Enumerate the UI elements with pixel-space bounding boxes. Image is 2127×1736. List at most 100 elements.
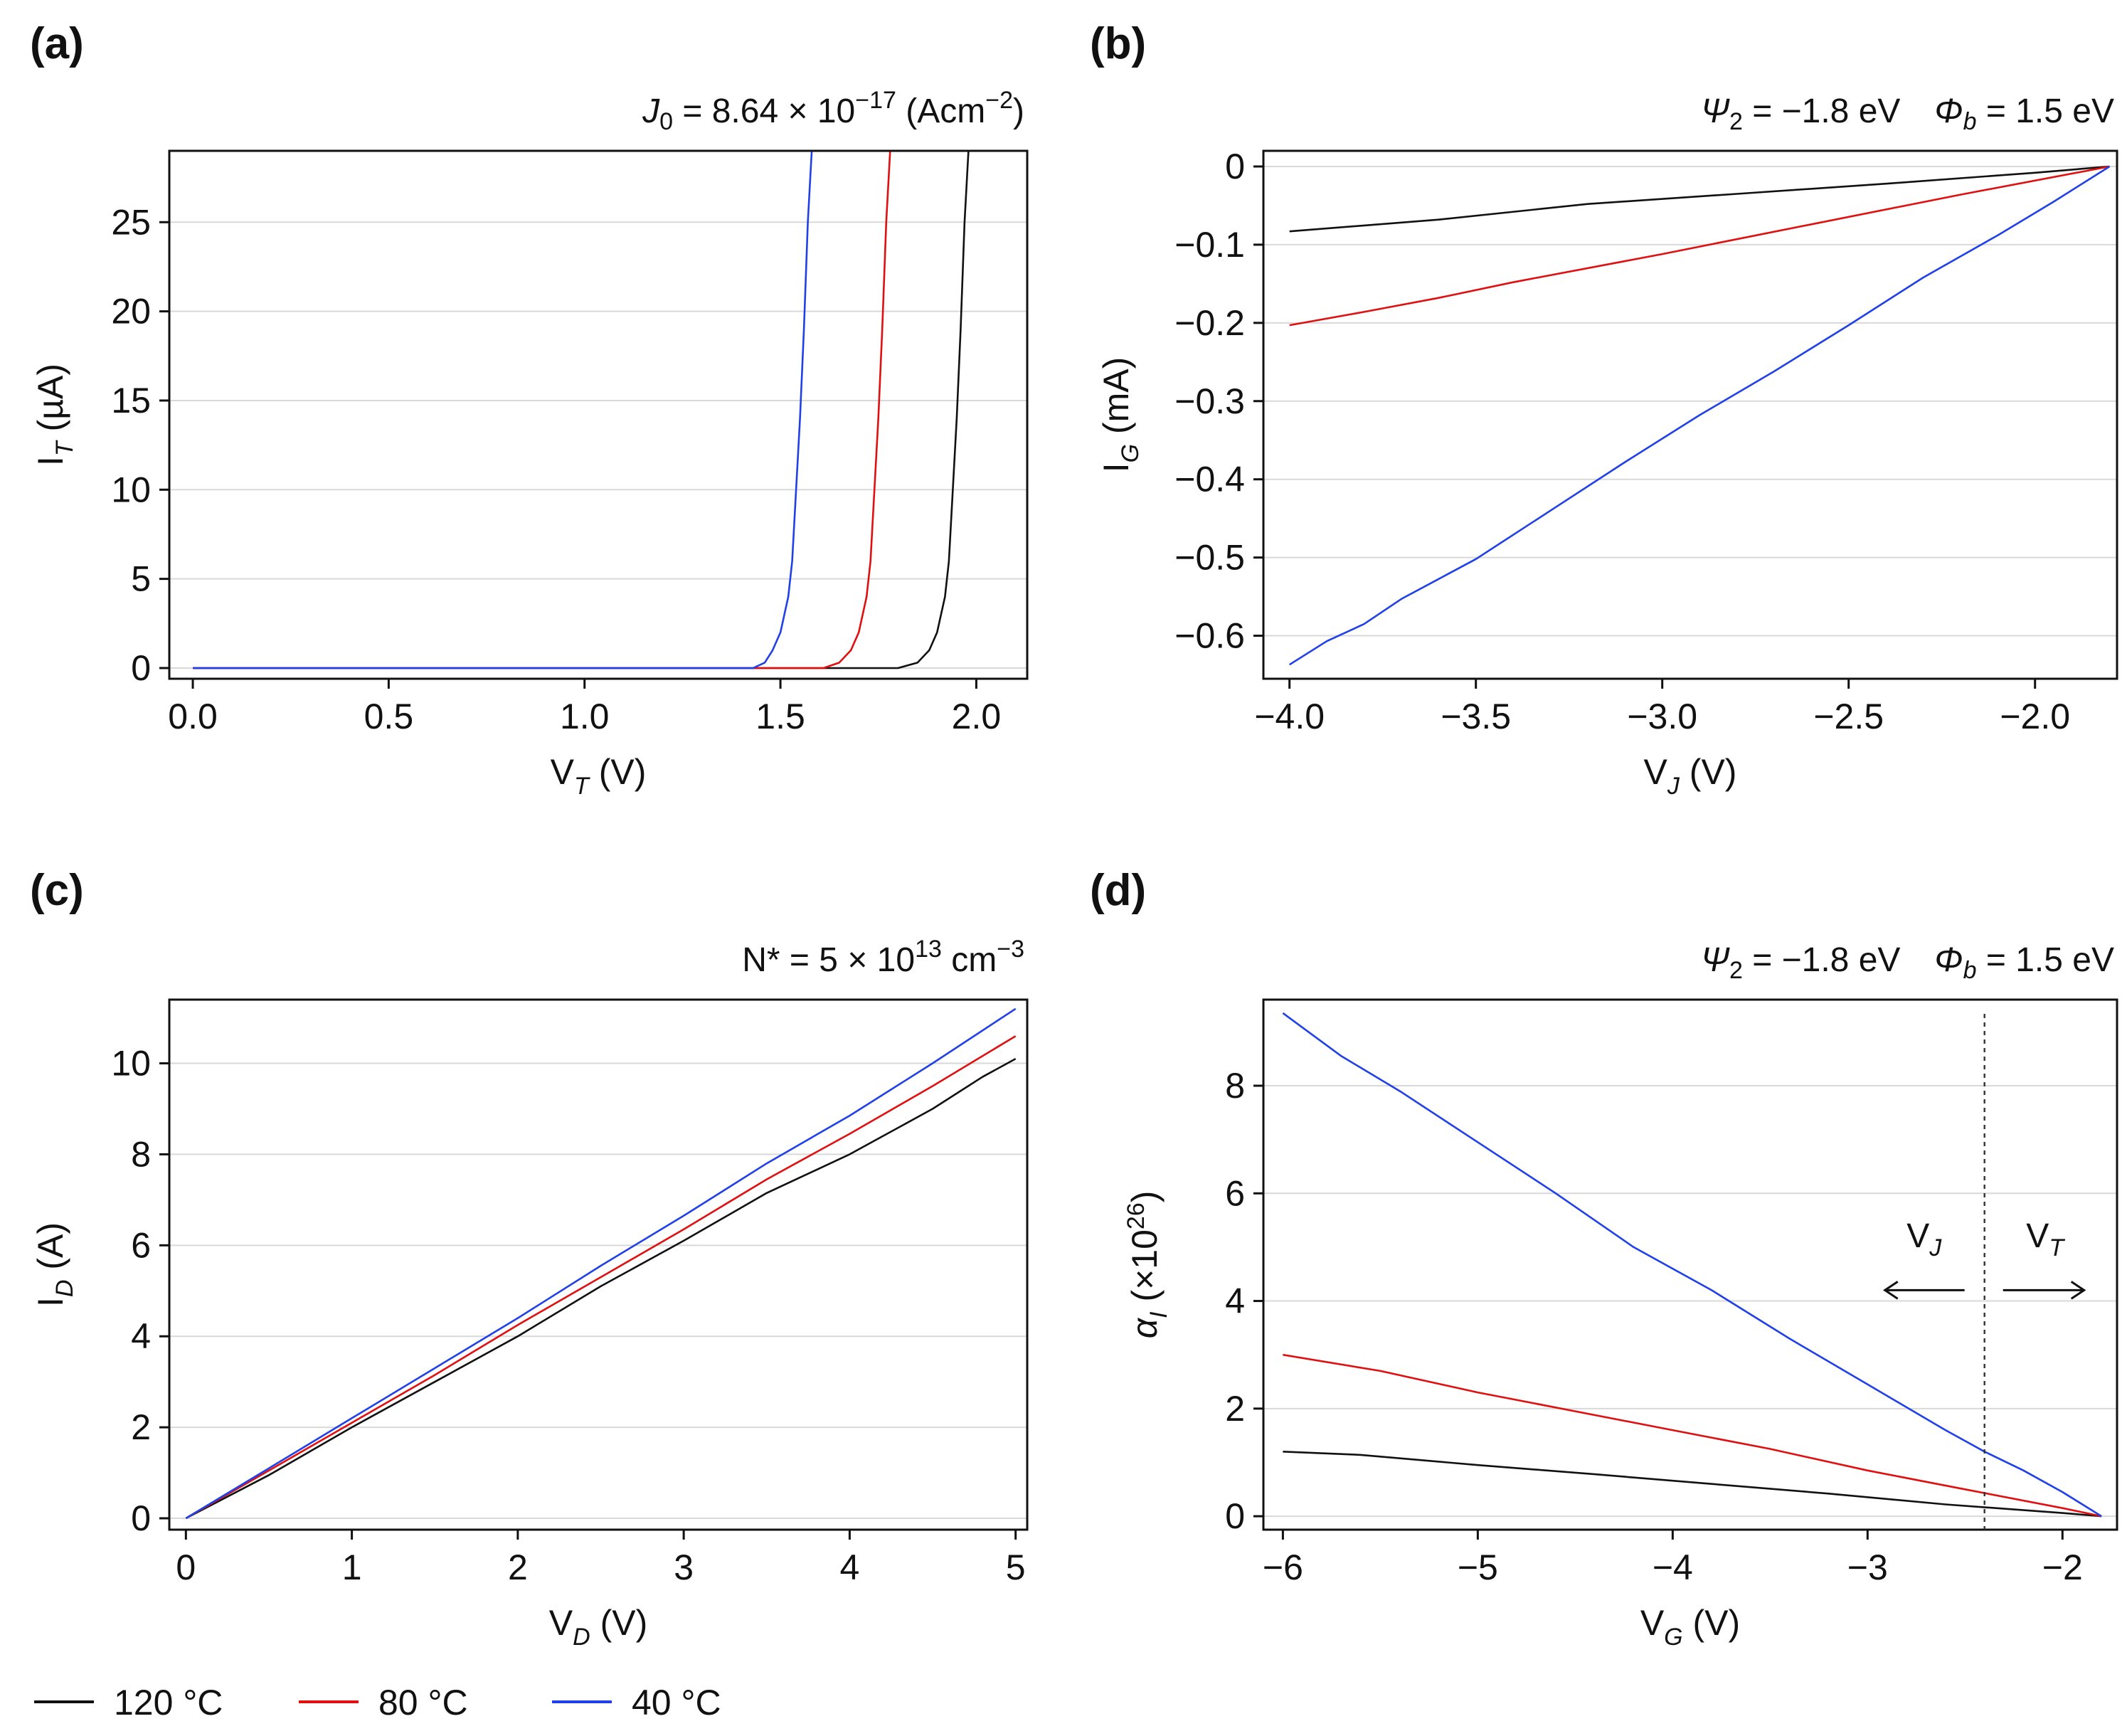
x-tick-label: 5 [1006, 1547, 1026, 1587]
annotation: J0 = 8.64 × 10−17 (Acm−2) [642, 87, 1024, 135]
x-tick-label: 4 [839, 1547, 859, 1587]
annotation: N* = 5 × 1013 cm−3 [742, 936, 1024, 979]
annotation-text: = 8.64 × 10 [673, 92, 855, 130]
annotation-suffix-exp: −3 [997, 936, 1024, 963]
x-axis-title: VD (V) [549, 1603, 647, 1651]
x-tick-label: −6 [1263, 1547, 1303, 1587]
x-tick-label: 0 [176, 1547, 196, 1587]
annotation: Ψ2 = −1.8 eV Φb = 1.5 eV [1701, 92, 2114, 135]
y-tick-label: −0.1 [1174, 225, 1245, 265]
annotation-gap [1900, 941, 1934, 979]
y-axis-title-main: I [31, 1297, 70, 1307]
annotation-phi-sub: b [1963, 957, 1977, 984]
y-axis-title-sub: I [1145, 1311, 1172, 1318]
x-tick-label: −4 [1653, 1547, 1693, 1587]
series-line-40c [1282, 1012, 2102, 1518]
y-axis-title-unit: (A) [31, 1222, 70, 1280]
x-tick-label: 1.0 [560, 697, 610, 736]
series-line-120c [193, 150, 970, 669]
x-tick-label: −2.0 [2000, 697, 2070, 736]
x-axis-title: VG (V) [1640, 1603, 1740, 1651]
y-tick-label: −0.3 [1174, 381, 1245, 421]
region-label-left-sub: J [1929, 1234, 1942, 1261]
y-tick-label: 8 [1225, 1066, 1245, 1106]
annotation-suffix-exp: −2 [985, 87, 1013, 114]
y-tick-label: −0.4 [1174, 460, 1245, 499]
y-tick-label: 0 [131, 648, 151, 688]
x-axis-title-sub: T [574, 773, 590, 800]
x-tick-label: 0.0 [168, 697, 218, 736]
y-axis-title-main: I [1096, 462, 1136, 472]
x-tick-label: −3.5 [1441, 697, 1511, 736]
x-tick-label: −3 [1847, 1547, 1888, 1587]
annotation-phi-text: = 1.5 eV [1977, 941, 2114, 979]
panel-b: (b) −4.0 −3.5 −3.0 −2.5 −2.0 0 −0.1 −0.2 −0.3 −0.4… [1090, 19, 2118, 800]
annotation-suffix: (Acm [896, 92, 985, 130]
x-tick-label: −3.0 [1627, 697, 1697, 736]
series-line-40c [1289, 165, 2111, 666]
y-tick-label: 0 [1225, 147, 1245, 186]
y-axis-title-main: α [1125, 1317, 1165, 1338]
y-axis-title: ID (A) [31, 1222, 78, 1307]
y-tick-label: 2 [1225, 1389, 1245, 1429]
region-label-left: VJ [1906, 1217, 1942, 1261]
panel-label: (b) [1090, 19, 1146, 68]
x-axis-title-main: V [551, 752, 575, 792]
series-line-80c [185, 1035, 1017, 1520]
y-tick-label: 0 [131, 1498, 151, 1538]
legend-label: 80 °C [378, 1683, 468, 1722]
annotation-phi-text: = 1.5 eV [1977, 92, 2114, 130]
arrow-right-head [2070, 1281, 2086, 1300]
x-tick-label: −2.5 [1813, 697, 1884, 736]
legend-label: 40 °C [632, 1683, 721, 1722]
x-tick-label: 2 [508, 1547, 528, 1587]
y-tick-label: 0 [1225, 1496, 1245, 1536]
annotation: Ψ2 = −1.8 eV Φb = 1.5 eV [1701, 941, 2114, 984]
region-label-right: VT [2026, 1217, 2065, 1261]
y-axis-title-exp: 26 [1123, 1202, 1150, 1229]
y-axis-title-sub: D [51, 1280, 78, 1298]
panel-label: (d) [1090, 866, 1146, 915]
panel-label: (c) [30, 866, 84, 915]
x-tick-label: 0.5 [364, 697, 414, 736]
legend: 120 °C 80 °C 40 °C [34, 1683, 721, 1722]
annotation-psi-sub: 2 [1729, 957, 1743, 984]
x-axis-title-unit: (V) [1680, 752, 1737, 792]
x-axis-title-unit: (V) [589, 752, 647, 792]
y-tick-label: 20 [111, 292, 151, 332]
annotation-exponent: −17 [855, 87, 896, 114]
y-tick-label: −0.5 [1174, 538, 1245, 578]
y-axis-title-unit: (mA) [1096, 357, 1136, 444]
y-tick-label: 2 [131, 1407, 151, 1447]
annotation-psi: Ψ [1701, 941, 1730, 979]
x-axis-title-unit: (V) [1683, 1603, 1741, 1643]
series-line-80c [1283, 1353, 2102, 1518]
region-label-right-main: V [2026, 1217, 2049, 1255]
series-line-120c [1289, 165, 2110, 233]
y-tick-label: 10 [111, 470, 151, 509]
y-tick-label: −0.2 [1174, 303, 1245, 343]
y-tick-label: 6 [1225, 1173, 1245, 1213]
x-axis-title: VJ (V) [1644, 752, 1737, 800]
y-axis-title-unit: (×10 [1125, 1229, 1165, 1311]
annotation-psi-text: = −1.8 eV [1743, 92, 1901, 130]
x-axis-title-main: V [1644, 752, 1668, 792]
annotation-psi-sub: 2 [1729, 108, 1743, 135]
x-tick-label: 1 [342, 1547, 362, 1587]
x-tick-label: 2.0 [952, 697, 1002, 736]
axes-frame [168, 998, 1029, 1531]
annotation-symbol: J [642, 92, 660, 130]
annotation-phi: Φ [1934, 941, 1963, 979]
annotation-gap [1900, 92, 1934, 130]
series-line-80c [193, 150, 891, 669]
x-axis-title-sub: D [573, 1624, 590, 1651]
series-line-40c [185, 1007, 1017, 1520]
series-line-120c [1283, 1451, 2102, 1518]
annotation-psi-text: = −1.8 eV [1743, 941, 1901, 979]
x-axis-title-sub: J [1667, 773, 1680, 800]
x-tick-label: 3 [674, 1547, 694, 1587]
y-tick-label: 6 [131, 1225, 151, 1265]
region-label-right-sub: T [2049, 1234, 2065, 1261]
